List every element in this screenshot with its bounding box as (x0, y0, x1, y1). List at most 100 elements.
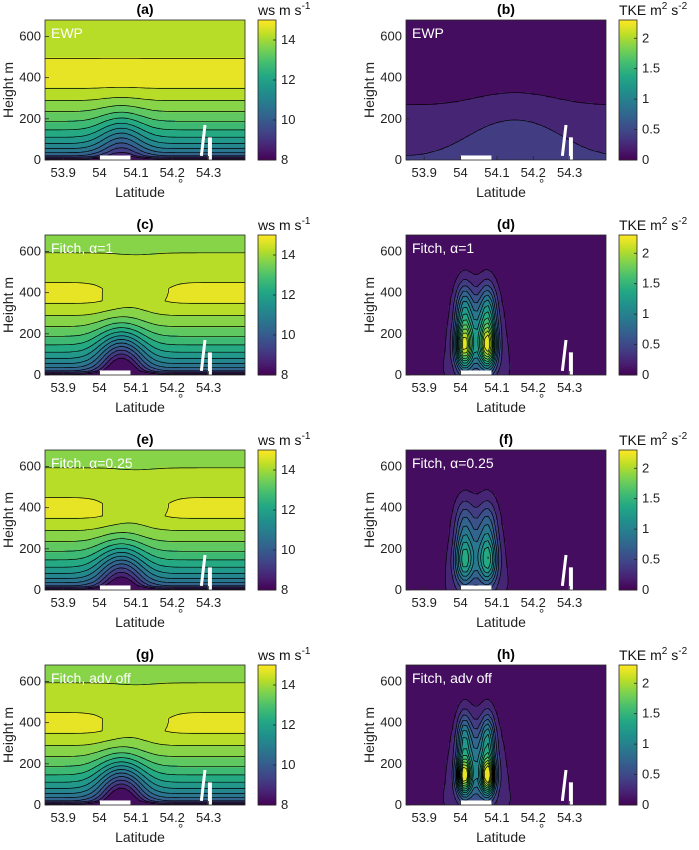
colorbar-label: TKE m2 s-2 (619, 431, 688, 448)
colorbar: 0 0.5 1 1.5 2 TKE m2 s-2 (618, 1, 688, 167)
contour-lines (45, 467, 245, 590)
axes-frame (405, 19, 607, 161)
axes-frame (405, 234, 607, 376)
x-tick-label: 54.1 (484, 165, 509, 180)
colorbar-tick-label: 1 (642, 91, 649, 106)
panel-annotation: EWP (51, 25, 83, 41)
panel-title: (b) (497, 1, 515, 17)
colorbar-tick-label: 0.5 (642, 767, 660, 782)
colorbar-tick-label: 14 (281, 247, 295, 262)
x-tick-label: 54.2 (521, 810, 546, 825)
x-axis-label: Latitude (115, 399, 165, 415)
x-tick-label: 54.2 (160, 595, 185, 610)
colorbar-tick-label: 10 (281, 327, 295, 342)
y-tick-label: 400 (380, 285, 402, 300)
wind-farm-marker (460, 155, 492, 160)
colorbar: 8 10 12 14 ws m s-1 (257, 1, 311, 167)
y-tick-label: 400 (380, 500, 402, 515)
y-tick-label: 600 (19, 243, 41, 258)
panel-g: (g) Fitch, adv off 53.9 54 54.1 54.2 54.3 0 200 4… (0, 646, 311, 845)
x-axis-unit: ° (539, 821, 544, 836)
mast-marker-bar (207, 352, 212, 375)
x-tick-label: 53.9 (412, 165, 437, 180)
panel-c: (c) Fitch, α=1 53.9 54 54.1 54.2 54.3 0 200 400 60… (0, 216, 311, 415)
y-tick-label: 0 (34, 152, 41, 167)
panel-title: (c) (136, 216, 153, 232)
x-axis-label: Latitude (476, 184, 526, 200)
x-tick-label: 54.3 (196, 595, 221, 610)
panel-title: (g) (136, 646, 154, 662)
x-tick-label: 54.1 (123, 810, 148, 825)
x-tick-label: 54 (92, 380, 106, 395)
x-tick-label: 54 (92, 165, 106, 180)
x-axis-unit: ° (539, 391, 544, 406)
colorbar-tick-label: 0 (642, 367, 649, 382)
x-tick-label: 54.1 (123, 165, 148, 180)
y-axis-label: Height m (361, 277, 377, 333)
panel-annotation: EWP (412, 25, 444, 41)
colorbar: 0 0.5 1 1.5 2 TKE m2 s-2 (618, 431, 688, 597)
colorbar: 8 10 12 14 ws m s-1 (257, 646, 311, 812)
colorbar-label: ws m s-1 (257, 1, 311, 18)
x-tick-label: 54.2 (521, 380, 546, 395)
y-axis-label: Height m (361, 707, 377, 763)
y-tick-label: 400 (19, 285, 41, 300)
axes-frame (44, 19, 246, 161)
x-tick-label: 54.3 (557, 810, 582, 825)
colorbar-tick-label: 12 (281, 72, 295, 87)
axes-frame (405, 449, 607, 591)
contour-lines (443, 698, 511, 805)
colorbar: 8 10 12 14 ws m s-1 (257, 431, 311, 597)
colorbar-label: TKE m2 s-2 (619, 216, 688, 233)
mast-marker (560, 769, 568, 802)
colorbar-tick-label: 14 (281, 677, 295, 692)
x-axis-label: Latitude (115, 829, 165, 845)
x-tick-label: 54.2 (521, 595, 546, 610)
colorbar-tick-label: 0.5 (642, 122, 660, 137)
colorbar: 0 0.5 1 1.5 2 TKE m2 s-2 (618, 216, 688, 382)
y-tick-label: 200 (380, 111, 402, 126)
field-image (406, 450, 606, 590)
y-tick-label: 600 (19, 28, 41, 43)
colorbar-tick-label: 8 (281, 582, 288, 597)
wind-farm-marker (460, 800, 492, 805)
panel-f: (f) Fitch, α=0.25 53.9 54 54.1 54.2 54.3 0 200 40… (361, 431, 688, 630)
y-tick-label: 0 (34, 367, 41, 382)
colorbar-tick-label: 12 (281, 502, 295, 517)
colorbar-tick-label: 1.5 (642, 276, 660, 291)
x-axis-unit: ° (539, 606, 544, 621)
colorbar-tick-label: 1.5 (642, 706, 660, 721)
x-tick-label: 54.1 (484, 595, 509, 610)
panel-title: (e) (136, 431, 153, 447)
colorbar-tick-label: 0.5 (642, 337, 660, 352)
axes-frame (44, 234, 246, 376)
field-image (45, 20, 245, 160)
field-image (406, 665, 606, 805)
wind-farm-marker (99, 155, 131, 160)
x-tick-label: 54 (453, 165, 467, 180)
contour-lines (45, 682, 245, 805)
mast-marker-bar (568, 567, 573, 590)
panel-annotation: Fitch, α=1 (51, 240, 113, 256)
panel-title: (f) (499, 431, 513, 447)
mast-marker (560, 124, 568, 157)
x-tick-label: 54 (92, 810, 106, 825)
mast-marker (560, 339, 568, 372)
x-axis-label: Latitude (476, 614, 526, 630)
colorbar-tick-label: 2 (642, 460, 649, 475)
x-tick-label: 54.2 (160, 810, 185, 825)
colorbar: 8 10 12 14 ws m s-1 (257, 216, 311, 382)
y-tick-label: 400 (19, 500, 41, 515)
wind-farm-marker (460, 585, 492, 590)
x-tick-label: 53.9 (51, 595, 76, 610)
x-axis-unit: ° (178, 391, 183, 406)
colorbar-tick-label: 1.5 (642, 61, 660, 76)
contour-lines (45, 58, 245, 160)
colorbar-tick-label: 8 (281, 152, 288, 167)
x-tick-label: 54.3 (196, 380, 221, 395)
y-tick-label: 0 (34, 582, 41, 597)
x-tick-label: 54.1 (123, 595, 148, 610)
colorbar-label: ws m s-1 (257, 216, 311, 233)
x-tick-label: 54.2 (521, 165, 546, 180)
y-tick-label: 600 (19, 673, 41, 688)
